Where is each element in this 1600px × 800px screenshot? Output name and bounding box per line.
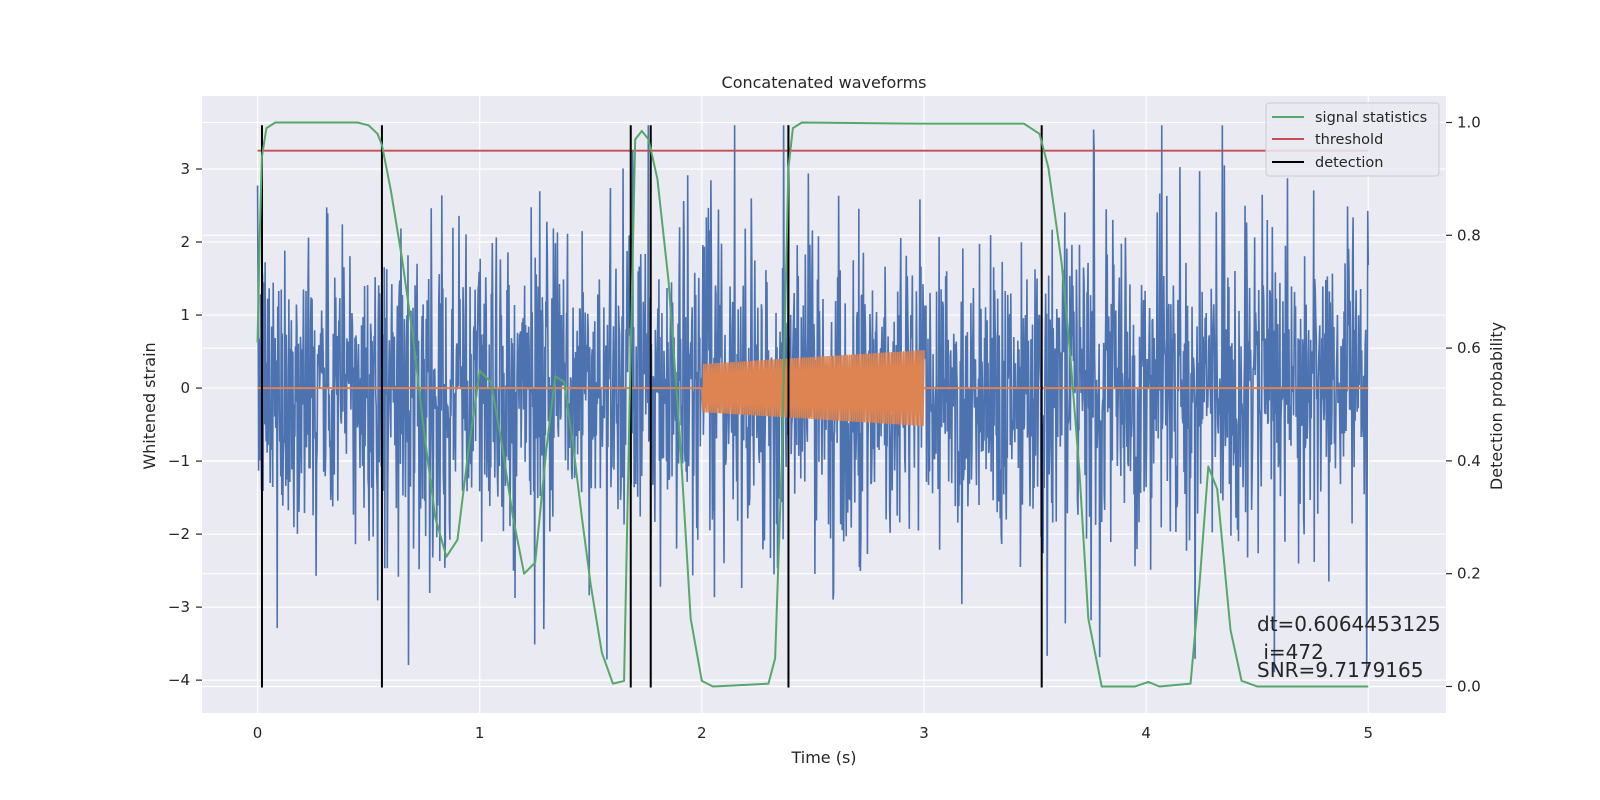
x-tick-label: 4 xyxy=(1141,724,1151,742)
chart-title: Concatenated waveforms xyxy=(722,73,927,92)
x-tick-label: 3 xyxy=(919,724,929,742)
injection-chirp xyxy=(701,350,925,426)
series-noise xyxy=(256,125,1370,677)
y2-tick-label: 1.0 xyxy=(1457,114,1481,132)
y2-axis-title: Detection probability xyxy=(1487,322,1506,490)
series-injection xyxy=(257,350,1369,426)
y2-tick-label: 0.6 xyxy=(1457,339,1481,357)
y2-tick-label: 0.2 xyxy=(1457,565,1481,583)
legend-label-detection: detection xyxy=(1315,155,1383,171)
y-tick-label: −2 xyxy=(168,525,190,543)
x-tick-label: 5 xyxy=(1363,724,1373,742)
x-tick-label: 0 xyxy=(253,724,263,742)
y2-tick-label: 0.0 xyxy=(1457,677,1481,695)
annotation-snr: SNR=9.7179165 xyxy=(1257,658,1423,682)
y2-tick-label: 0.4 xyxy=(1457,452,1481,470)
x-tick-label: 2 xyxy=(697,724,707,742)
annotation-dt: dt=0.6064453125 xyxy=(1257,612,1441,636)
annotation-index: i=472 xyxy=(1257,640,1324,664)
y2-axis-ticks: 0.0 0.2 0.4 0.6 0.8 1.0 xyxy=(1446,114,1481,695)
y-tick-label: 3 xyxy=(180,160,190,178)
y-tick-label: 1 xyxy=(180,306,190,324)
legend-label-signal-statistics: signal statistics xyxy=(1315,110,1427,126)
y-tick-label: −3 xyxy=(168,598,190,616)
signal-statistics-line xyxy=(256,121,1369,688)
y-tick-label: 0 xyxy=(180,379,190,397)
x-axis-ticks: 0 1 2 3 4 5 xyxy=(253,724,1373,742)
x-axis-title: Time (s) xyxy=(790,748,856,767)
x-tick-label: 1 xyxy=(475,724,485,742)
y-tick-label: −1 xyxy=(168,452,190,470)
y2-tick-label: 0.8 xyxy=(1457,226,1481,244)
y-axis-title: Whitened strain xyxy=(140,342,159,469)
legend: signal statistics threshold detection xyxy=(1265,102,1440,177)
noise-trace xyxy=(256,125,1370,677)
legend-label-threshold: threshold xyxy=(1315,132,1383,148)
legend-box xyxy=(1265,102,1440,177)
y-axis-ticks: −4 −3 −2 −1 0 1 2 3 xyxy=(168,160,202,689)
y-tick-label: 2 xyxy=(180,233,190,251)
series-detection xyxy=(260,125,1043,688)
series-statistic xyxy=(256,121,1369,688)
y-tick-label: −4 xyxy=(168,671,190,689)
